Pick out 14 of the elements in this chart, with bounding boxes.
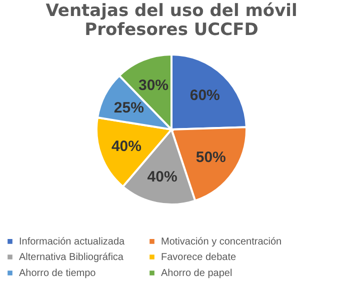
data-label: 50%	[196, 148, 226, 166]
legend-label: Alternativa Bibliográfica	[19, 252, 124, 263]
data-label: 60%	[190, 87, 220, 104]
legend-label: Favorece debate	[161, 252, 236, 263]
data-label: 40%	[147, 168, 178, 186]
legend-label: Ahorro de tiempo	[19, 268, 96, 279]
text: Profesores UCCFD	[84, 20, 258, 40]
legend-label: Ahorro de papel	[161, 268, 232, 279]
text: Ventajas del uso del móvil	[46, 1, 298, 21]
data-label: 40%	[111, 138, 142, 156]
data-label: 30%	[138, 77, 169, 94]
legend-label: Motivación y concentración	[161, 236, 282, 248]
data-label: 25%	[114, 99, 144, 116]
legend-label: Información actualizada	[19, 236, 126, 248]
